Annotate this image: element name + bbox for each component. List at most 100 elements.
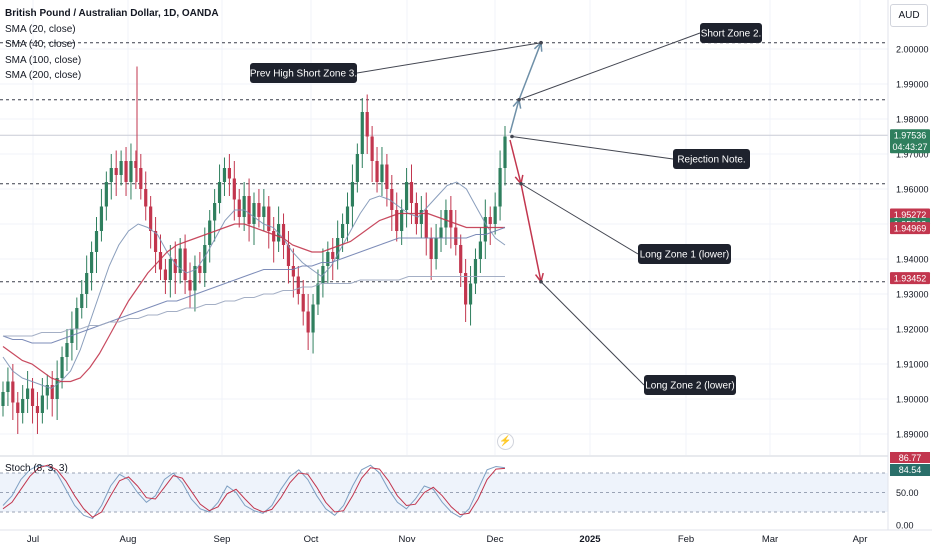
candle-body bbox=[193, 266, 197, 291]
y-tick-label: 1.99000 bbox=[896, 80, 929, 90]
candle-body bbox=[173, 259, 177, 273]
sma100-legend[interactable]: SMA (100, close) bbox=[5, 54, 82, 66]
sma20-legend[interactable]: SMA (20, close) bbox=[5, 23, 76, 35]
chart-title[interactable]: British Pound / Australian Dollar, 1D, O… bbox=[5, 8, 219, 19]
candle-body bbox=[301, 294, 305, 312]
candle-body bbox=[468, 283, 473, 305]
time-axis[interactable]: Jul Aug Sep Oct Nov Dec 2025 Feb Mar Apr bbox=[0, 529, 932, 545]
candle-body bbox=[291, 266, 295, 277]
x-tick-label: 2025 bbox=[579, 534, 601, 545]
sma200-legend[interactable]: SMA (200, close) bbox=[5, 70, 82, 81]
chart-legend: British Pound / Australian Dollar, 1D, O… bbox=[5, 6, 219, 84]
price-tag-text: 1.95272 bbox=[894, 210, 927, 220]
candle-body bbox=[488, 217, 492, 224]
sma40-legend[interactable]: SMA (40, close) bbox=[5, 39, 76, 50]
candle-body bbox=[139, 168, 143, 189]
candle-body bbox=[158, 252, 163, 270]
candle-body bbox=[183, 248, 187, 280]
annotation-box bbox=[250, 63, 357, 83]
candle-body bbox=[21, 399, 25, 413]
candle-body bbox=[217, 182, 222, 203]
currency-button[interactable]: AUD bbox=[890, 4, 928, 27]
candle-body bbox=[400, 210, 404, 231]
candle-body bbox=[134, 161, 138, 168]
candle-body bbox=[30, 388, 35, 406]
sma-line bbox=[2, 227, 506, 344]
x-tick-label: Apr bbox=[853, 534, 868, 545]
price-tag bbox=[890, 129, 930, 154]
annotation-text: Short Zone 2. bbox=[701, 29, 762, 40]
candle-body bbox=[459, 245, 463, 273]
candle-body bbox=[119, 161, 123, 175]
annotation-leader bbox=[356, 42, 542, 74]
x-tick-label: Mar bbox=[762, 534, 778, 545]
stoch-k-line bbox=[2, 464, 506, 520]
candle-body bbox=[178, 248, 182, 273]
x-tick-label: Sep bbox=[214, 534, 231, 545]
price-axis[interactable]: 1.89000 1.90000 1.91000 1.92000 1.93000 1.940… bbox=[887, 0, 930, 531]
candle-body bbox=[85, 273, 89, 294]
annotation-box bbox=[638, 244, 731, 264]
candle-body bbox=[237, 199, 241, 217]
y-tick-label: 1.96000 bbox=[896, 185, 929, 195]
candle-body bbox=[94, 231, 99, 252]
candle-body bbox=[114, 168, 118, 175]
x-tick-label: Dec bbox=[487, 534, 504, 545]
candle-body bbox=[360, 112, 364, 154]
annotation-anchor bbox=[517, 97, 521, 102]
stoch-k-tag-text: 86.77 bbox=[899, 453, 922, 463]
candle-body bbox=[281, 224, 286, 245]
candle-body bbox=[336, 238, 340, 259]
annotation-leader bbox=[518, 32, 701, 101]
stoch-legend[interactable]: Stoch (8, 3, 3) bbox=[5, 463, 68, 474]
candle-body bbox=[424, 210, 428, 238]
long-zone-arrow-2 bbox=[520, 183, 542, 282]
candle-body bbox=[345, 206, 350, 224]
stoch-k-tag bbox=[890, 452, 930, 463]
candle-body bbox=[370, 136, 374, 161]
candle-body bbox=[144, 189, 148, 207]
candle-body bbox=[390, 189, 394, 210]
candle-body bbox=[498, 168, 502, 207]
candle-body bbox=[503, 136, 507, 168]
candle-body bbox=[227, 168, 231, 179]
stoch-d-line bbox=[2, 464, 506, 518]
sma-line bbox=[3, 276, 505, 337]
y-tick-label: 1.92000 bbox=[896, 325, 929, 335]
annotation-anchor bbox=[539, 279, 543, 284]
candle-body bbox=[65, 343, 69, 357]
price-tag bbox=[890, 208, 930, 221]
candle-body bbox=[454, 227, 458, 245]
y-tick-label: 1.94000 bbox=[896, 255, 929, 265]
candle-body bbox=[272, 231, 276, 242]
candle-body bbox=[257, 203, 261, 217]
candle-body bbox=[311, 304, 315, 333]
lightning-icon[interactable]: ⚡ bbox=[497, 433, 514, 450]
candle-body bbox=[409, 182, 414, 203]
annotation-text: Prev High Short Zone 3. bbox=[250, 69, 357, 80]
candle-body bbox=[404, 182, 409, 210]
candle-body bbox=[45, 385, 49, 396]
candle-body bbox=[365, 112, 369, 137]
candle-body bbox=[75, 308, 79, 329]
sma-line bbox=[2, 212, 505, 383]
annotations[interactable]: Short Zone 2. Prev High Short Zone 3. Reje… bbox=[250, 23, 762, 395]
candle-body bbox=[40, 395, 44, 413]
candle-body bbox=[232, 178, 236, 200]
candle-body bbox=[153, 231, 158, 252]
candle-body bbox=[99, 206, 104, 231]
candle-body bbox=[149, 206, 153, 231]
y-tick-label: 1.90000 bbox=[896, 395, 929, 405]
candle-body bbox=[449, 210, 453, 228]
candle-body bbox=[350, 182, 355, 207]
candle-body bbox=[316, 283, 320, 305]
candle-body bbox=[395, 210, 399, 231]
x-tick-label: Jul bbox=[27, 534, 39, 545]
annotation-box bbox=[673, 149, 750, 169]
candle-body bbox=[478, 241, 482, 259]
candle-body bbox=[464, 273, 468, 305]
candle-body bbox=[198, 266, 202, 273]
candle-body bbox=[267, 206, 271, 231]
candle-body bbox=[35, 406, 40, 413]
